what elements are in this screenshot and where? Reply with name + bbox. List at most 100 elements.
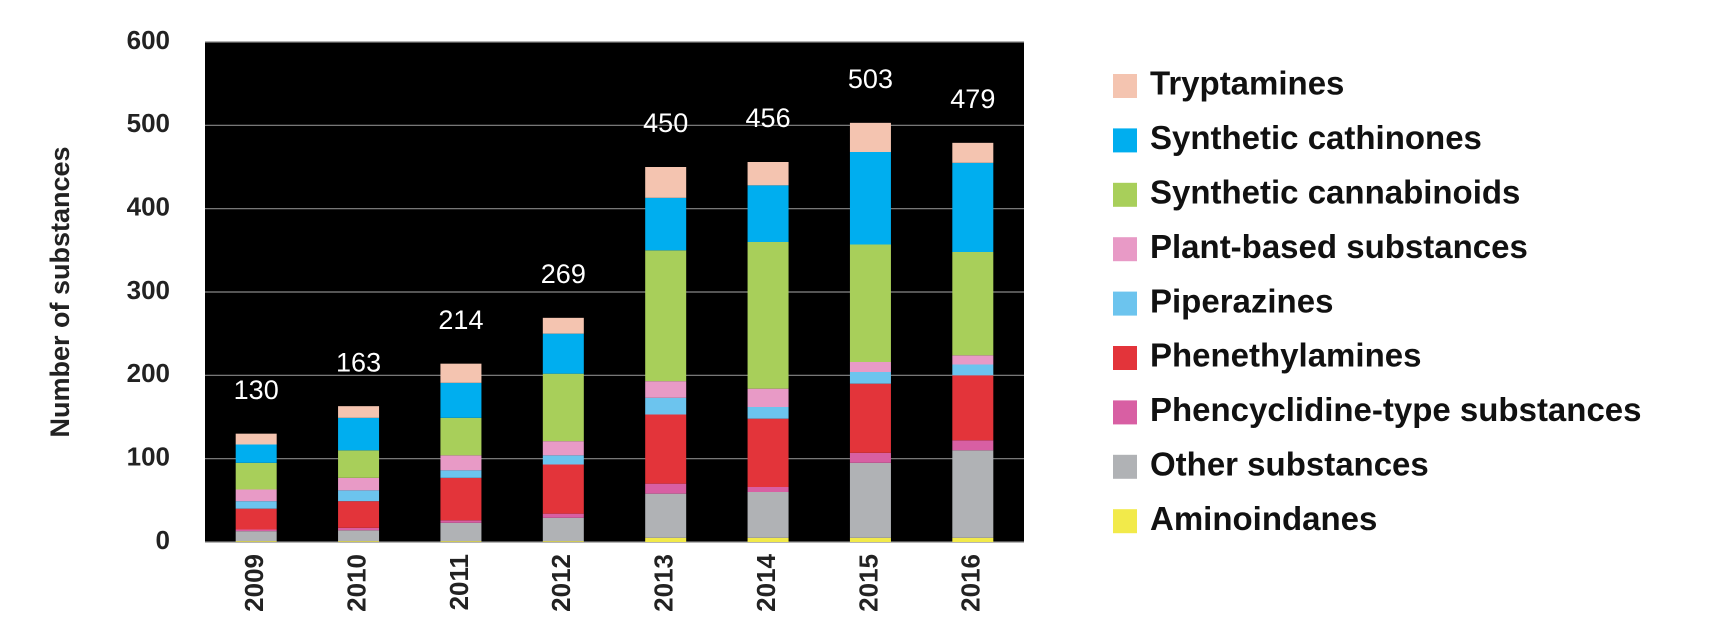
bar-segment [235,462,277,490]
bar-segment [952,252,994,356]
bar-segment [235,444,277,463]
bar-segment [952,375,994,441]
x-tick-label: 2011 [444,554,474,610]
legend-swatch [1113,291,1137,316]
bar-segment [542,464,584,514]
total-label: 456 [746,103,791,133]
bar-segment [849,122,891,152]
bar-segment [849,152,891,245]
total-label: 479 [950,84,995,114]
bar-segment [747,388,789,407]
x-tick-label: 2010 [341,554,371,612]
bar-segment [645,381,687,398]
bar-segment [952,440,994,451]
legend-swatch [1113,454,1137,479]
bar-segment [952,450,994,538]
y-tick-label: 600 [127,25,170,55]
bar-segment [542,373,584,442]
bar-segment [849,244,891,362]
legend-label: Phencyclidine-type substances [1150,391,1642,428]
bar-segment [645,493,687,538]
bar-segment [952,537,994,542]
bar-segment [338,417,380,451]
bar-segment [235,489,277,502]
bar-segment [747,537,789,542]
bar-segment [440,455,482,471]
x-tick-label: 2015 [853,554,883,612]
bar-segment [542,441,584,456]
legend-label: Aminoindanes [1150,500,1377,537]
bar-segment [952,142,994,163]
bar-segment [747,492,789,538]
y-tick-label: 200 [127,358,170,388]
total-label: 503 [848,64,893,94]
legend-swatch [1113,346,1137,370]
bar-segment [542,513,584,518]
bar-segment [542,517,584,542]
bar-segment [952,355,994,365]
bar-segment [338,406,380,418]
bar-segment [645,250,687,382]
bar-segment [235,531,277,542]
bar-segment [338,501,380,528]
bar-segment [645,537,687,542]
y-axis-label: Number of substances [45,146,75,437]
bar-segment [440,363,482,383]
legend-swatch [1113,182,1137,207]
bar-segment [440,417,482,456]
legend-label: Piperazines [1150,282,1333,319]
bar-segment [542,541,584,542]
bar-segment [440,470,482,478]
bar-segment [849,462,891,538]
y-tick-label: 400 [127,192,170,222]
bar-segment [338,527,380,531]
total-label: 163 [336,347,381,377]
bar-segment [747,162,789,186]
legend-swatch [1113,74,1137,98]
bar-segment [235,501,277,509]
y-tick-label: 0 [156,525,170,555]
total-label: 269 [541,259,586,289]
bar-segment [338,541,380,542]
bar-segment [849,452,891,463]
bar-segment [440,541,482,542]
legend-label: Tryptamines [1150,65,1344,102]
x-tick-label: 2013 [649,554,679,612]
legend-swatch [1113,237,1137,262]
total-label: 130 [234,375,279,405]
bar-segment [645,397,687,415]
bar-segment [849,383,891,453]
bar-segment [645,167,687,198]
legend-label: Other substances [1150,446,1429,483]
bar-segment [747,185,789,242]
total-label: 214 [438,305,483,335]
bar-segment [849,372,891,384]
legend-swatch [1113,509,1137,534]
y-tick-label: 300 [127,275,170,305]
bar-segment [849,362,891,372]
x-tick-label: 2016 [956,554,986,612]
y-tick-label: 500 [127,108,170,138]
bar-segment [235,508,277,530]
bar-segment [952,364,994,376]
bar-segment [440,520,482,523]
bar-segment [645,414,687,484]
legend-label: Plant-based substances [1150,228,1528,265]
bar-segment [235,529,277,532]
x-tick-label: 2009 [239,554,269,612]
bar-segment [338,477,380,491]
bar-segment [747,487,789,492]
bar-segment [542,455,584,465]
total-label: 450 [643,108,688,138]
bar-segment [440,382,482,418]
bar-segment [747,418,789,487]
legend-label: Synthetic cannabinoids [1150,174,1520,211]
bar-segment [338,450,380,478]
bar-segment [645,197,687,251]
bar-segment [849,537,891,542]
legend-label: Synthetic cathinones [1150,119,1482,156]
bar-segment [645,483,687,494]
legend-swatch [1113,128,1137,153]
bar-segment [235,433,277,445]
